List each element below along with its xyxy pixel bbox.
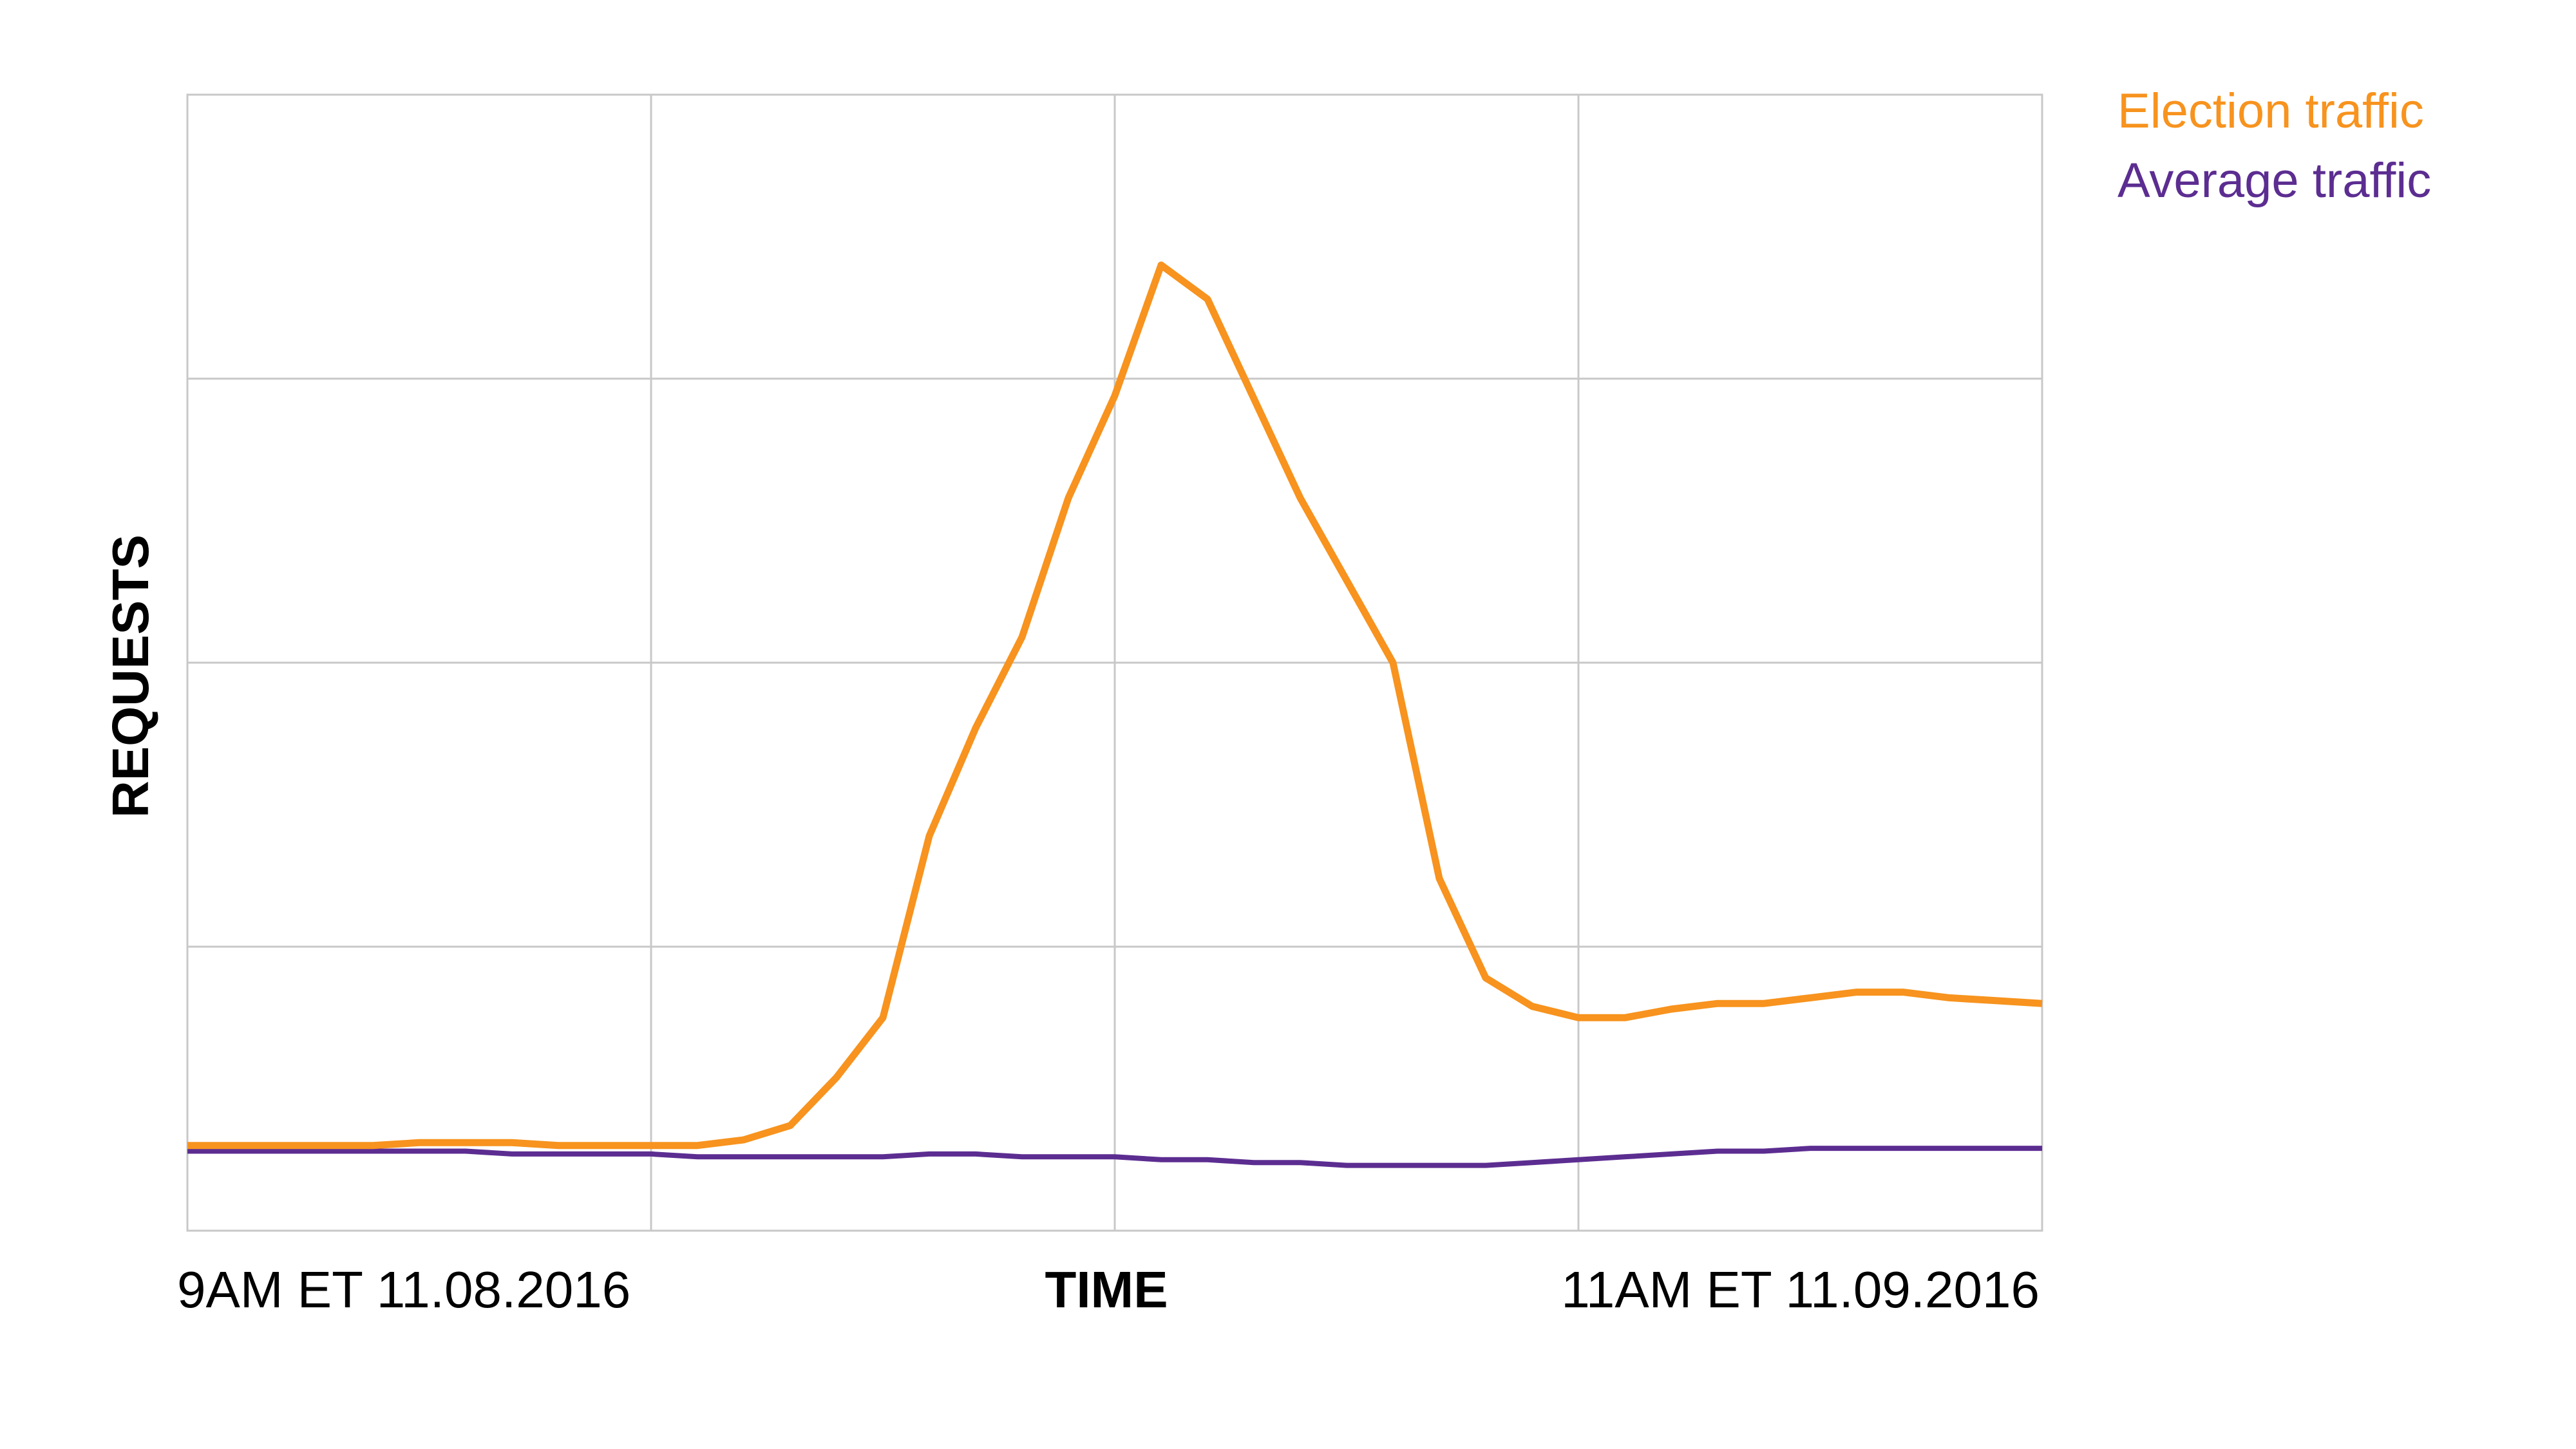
x-tick-label: 9AM ET 11.08.2016 — [177, 1261, 630, 1318]
data-line — [187, 261, 2043, 1150]
data-line — [187, 1146, 2042, 1168]
y-axis-label: REQUESTS — [102, 535, 159, 818]
legend-entry: Election traffic — [2117, 84, 2424, 138]
x-axis-label: TIME — [1045, 1261, 1168, 1318]
x-tick-label: 11AM ET 11.09.2016 — [1561, 1261, 2040, 1318]
legend-entry: Average traffic — [2117, 153, 2431, 208]
